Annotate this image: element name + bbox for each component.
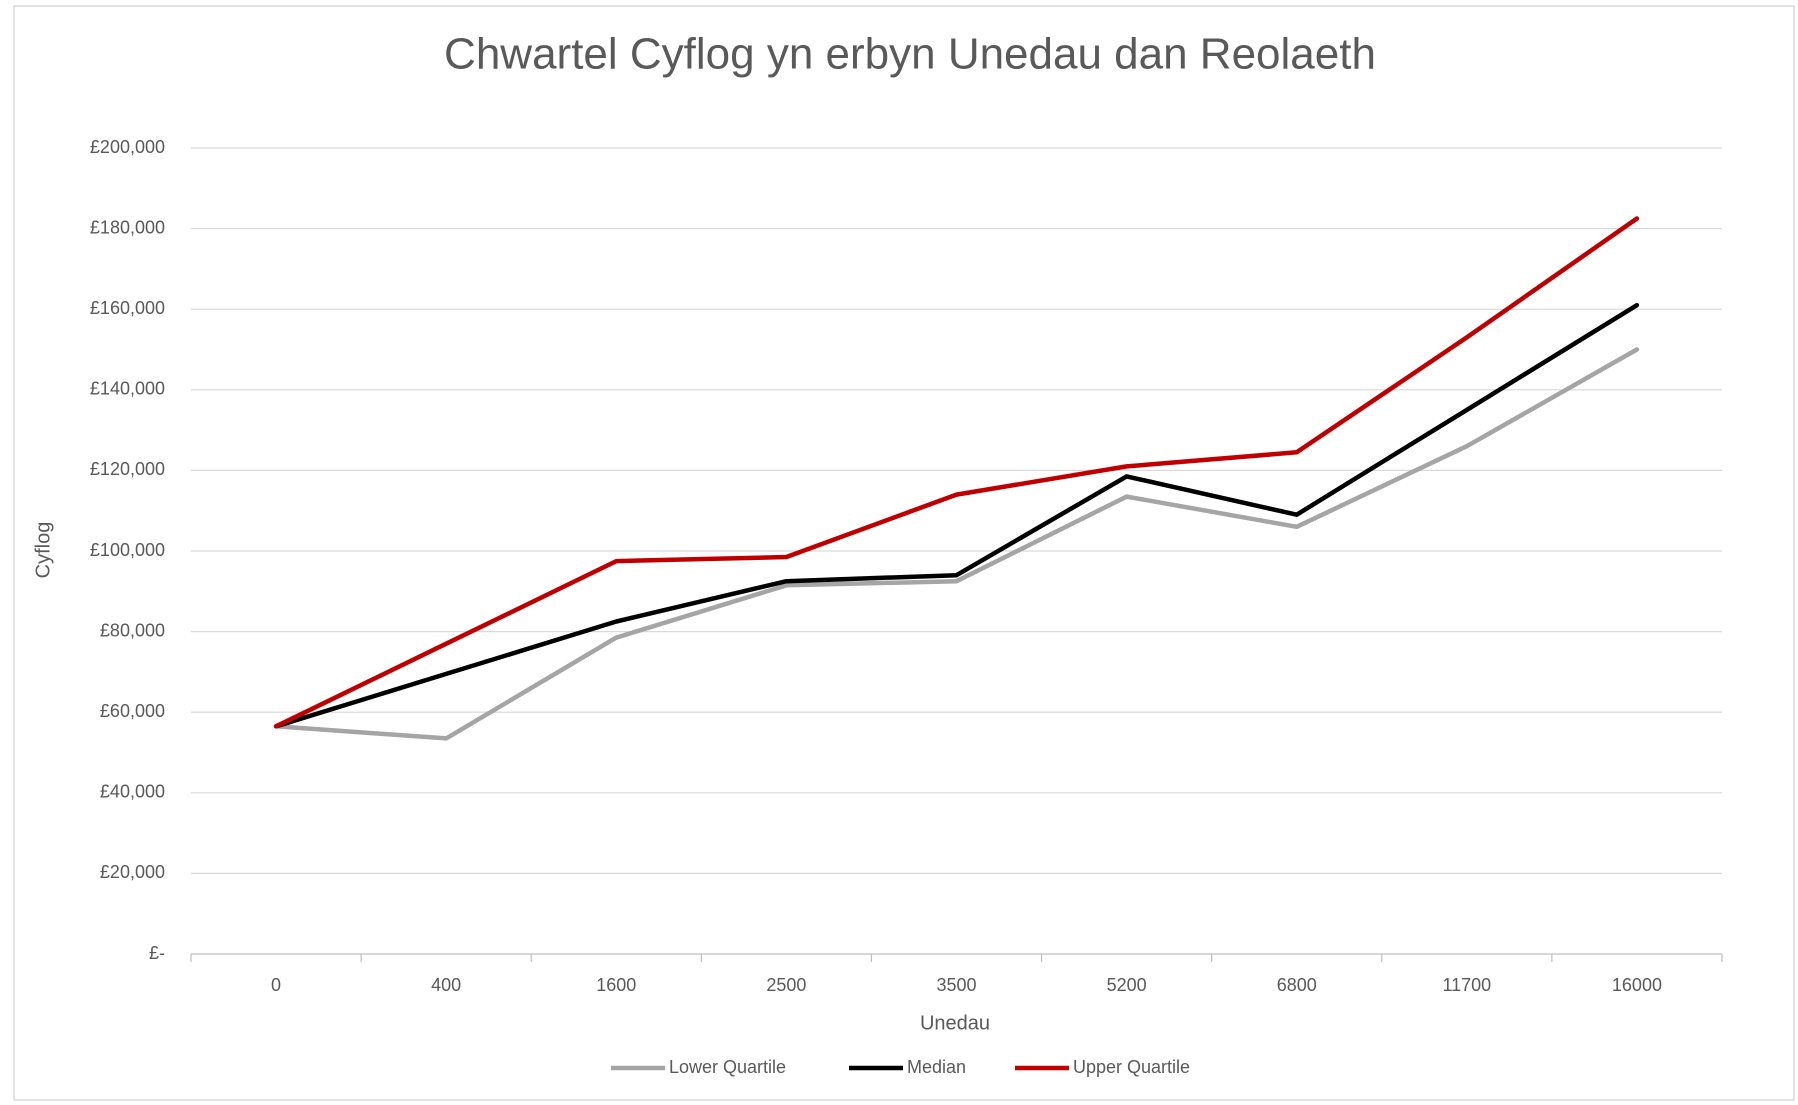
x-tick-label: 16000	[1612, 975, 1662, 995]
x-tick-label: 5200	[1107, 975, 1147, 995]
y-tick-label: £40,000	[100, 782, 165, 802]
y-tick-label: £20,000	[100, 862, 165, 882]
y-tick-label: £-	[149, 943, 165, 963]
x-tick-label: 1600	[596, 975, 636, 995]
legend-label: Upper Quartile	[1073, 1057, 1190, 1077]
chart-border	[13, 5, 1795, 1101]
y-tick-label: £200,000	[90, 137, 165, 157]
x-tick-label: 3500	[936, 975, 976, 995]
y-tick-label: £80,000	[100, 620, 165, 640]
y-tick-label: £120,000	[90, 459, 165, 479]
legend-label: Lower Quartile	[669, 1057, 786, 1077]
x-tick-label: 2500	[766, 975, 806, 995]
series-line	[273, 347, 1640, 741]
y-tick-label: £140,000	[90, 379, 165, 399]
chart-title: Chwartel Cyflog yn erbyn Unedau dan Reol…	[444, 30, 1376, 79]
y-tick-label: £100,000	[90, 540, 165, 560]
x-tick-label: 6800	[1277, 975, 1317, 995]
x-tick-label: 11700	[1442, 975, 1491, 995]
x-tick-label: 400	[431, 975, 461, 995]
series-line	[273, 216, 1640, 729]
y-tick-label: £60,000	[100, 701, 165, 721]
x-axis-title: Unedau	[920, 1012, 990, 1034]
y-tick-label: £160,000	[90, 298, 165, 318]
y-tick-label: £180,000	[90, 217, 165, 237]
x-tick-label: 0	[271, 975, 281, 995]
legend-label: Median	[907, 1057, 966, 1077]
y-axis-title: Cyflog	[32, 522, 54, 579]
series-line	[273, 302, 1640, 729]
